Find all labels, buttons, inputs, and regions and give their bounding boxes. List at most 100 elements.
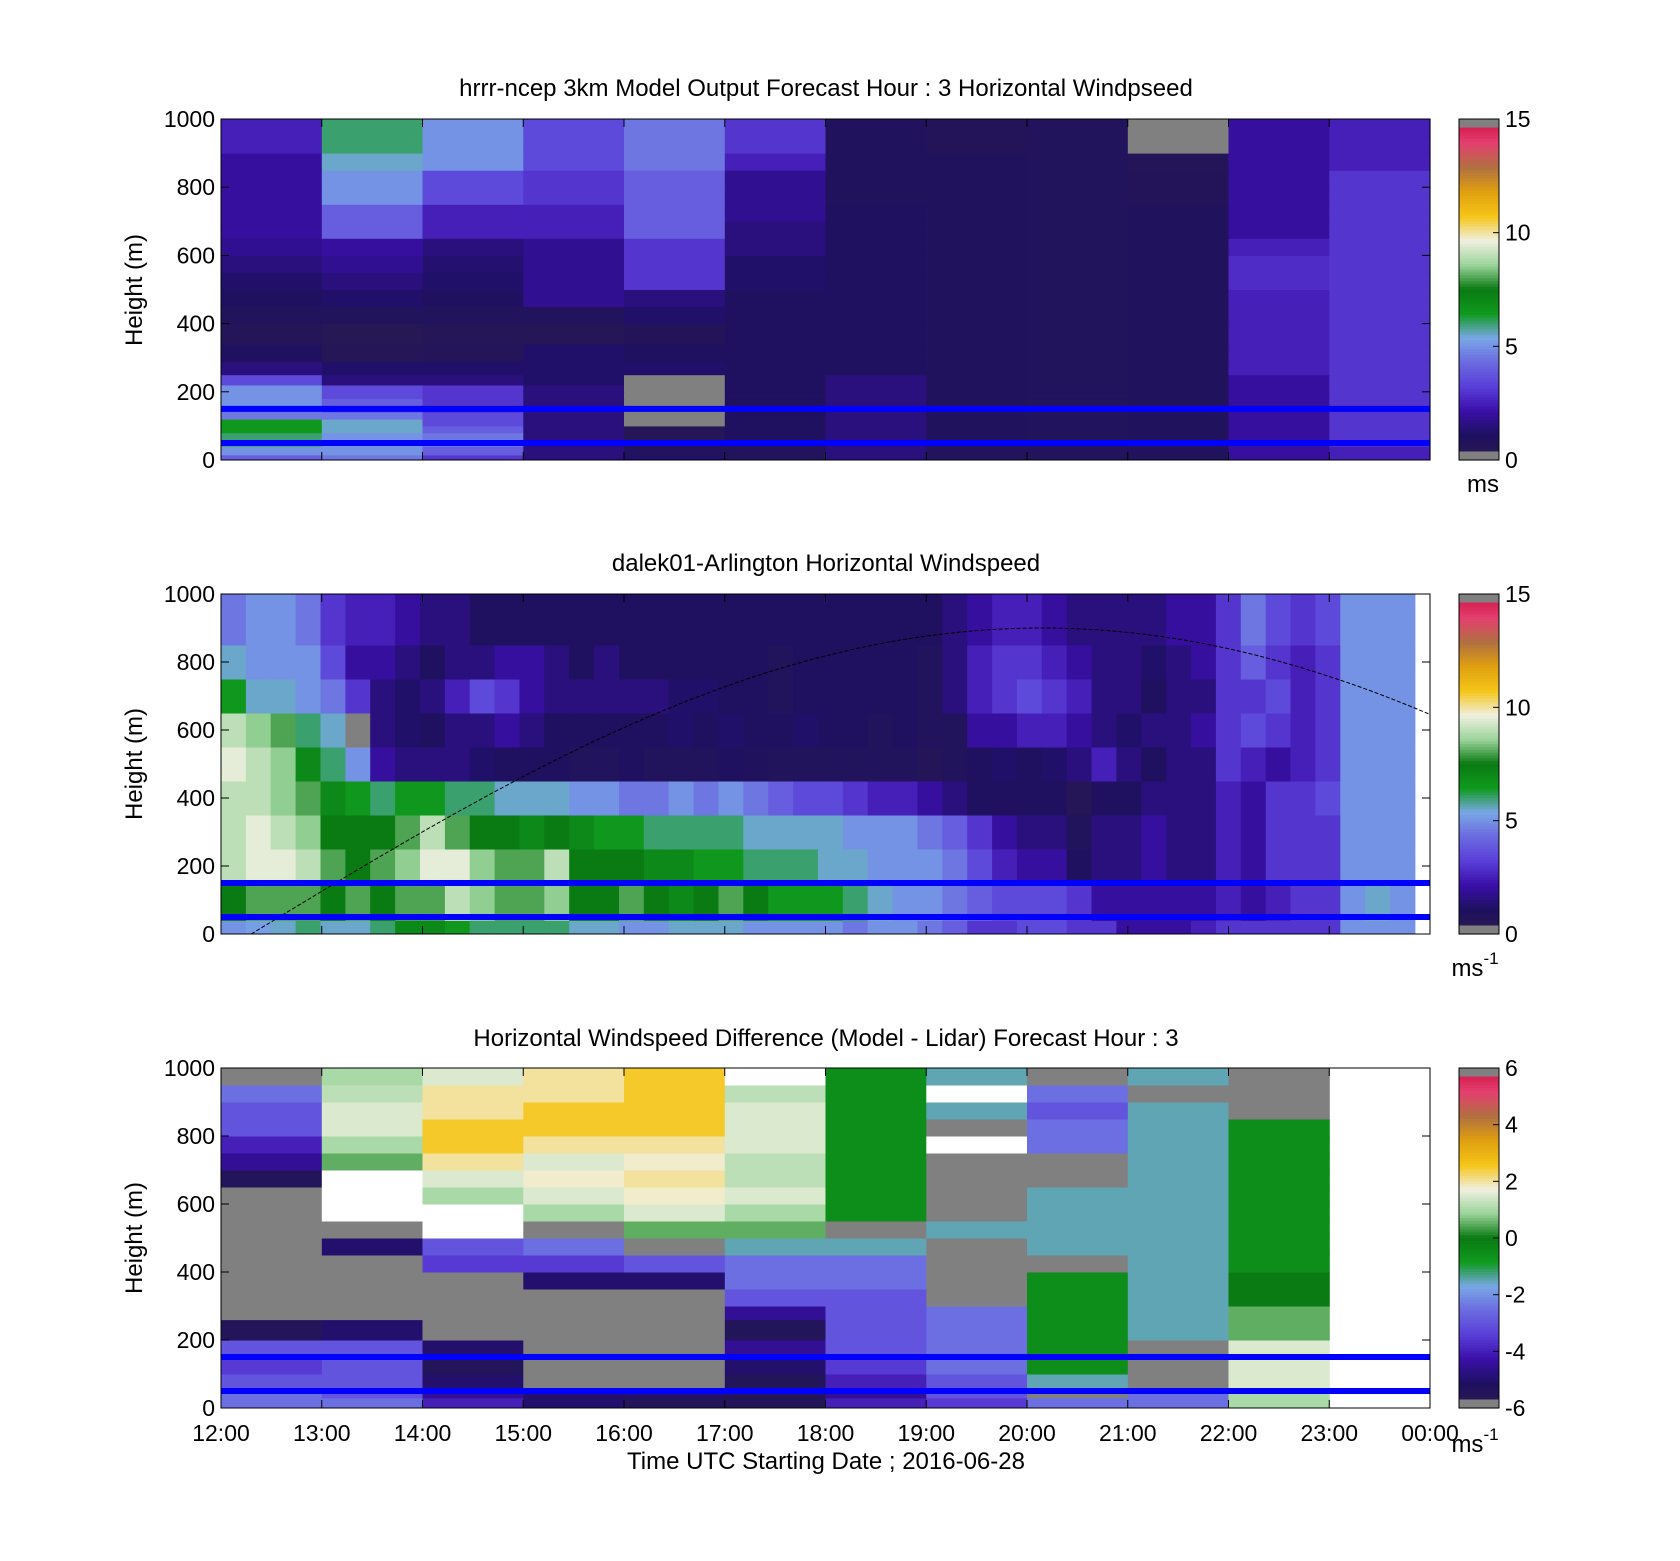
heatmap-cell — [523, 221, 625, 239]
heatmap-cell — [321, 425, 424, 434]
heatmap-cell — [624, 361, 726, 376]
heatmap-cell — [1329, 272, 1431, 290]
colorbar-segment — [1459, 888, 1499, 893]
heatmap-cell — [926, 432, 1028, 440]
heatmap-cell — [624, 1374, 726, 1389]
heatmap-cell — [1228, 1340, 1330, 1358]
heatmap-cell — [668, 747, 695, 782]
heatmap-cell — [1228, 374, 1330, 386]
heatmap-cell — [724, 1319, 827, 1341]
colorbar-segment — [1459, 1167, 1499, 1171]
heatmap-cell — [345, 594, 371, 646]
heatmap-cell — [569, 679, 595, 714]
colorbar-segment — [1459, 1306, 1499, 1310]
heatmap-cell — [1315, 781, 1341, 816]
heatmap-cell — [724, 1238, 827, 1256]
heatmap-cell — [768, 747, 794, 782]
heatmap-cell — [494, 920, 520, 935]
colorbar-segment — [1459, 778, 1499, 782]
heatmap-cell — [270, 920, 297, 935]
colorbar-segment — [1459, 1079, 1499, 1083]
colorbar-segment — [1459, 1082, 1499, 1086]
colorbar-segment — [1459, 698, 1499, 703]
heatmap-cell — [1228, 1289, 1330, 1307]
heatmap-cell — [569, 815, 595, 850]
heatmap-cell — [1191, 713, 1217, 748]
heatmap-cell — [825, 204, 927, 222]
heatmap-cell — [743, 594, 769, 646]
colorbar-segment — [1459, 1311, 1499, 1316]
heatmap-cell — [523, 425, 625, 434]
colorbar-segment — [1459, 928, 1499, 932]
heatmap-cell — [1027, 119, 1129, 137]
heatmap-cell — [967, 645, 993, 680]
heatmap-cell — [817, 679, 844, 714]
heatmap-cell — [321, 412, 424, 420]
heatmap-cell — [842, 815, 869, 850]
heatmap-cell — [1390, 920, 1416, 935]
heatmap-cell — [1315, 849, 1341, 884]
colorbar-segment — [1459, 1141, 1499, 1146]
y-tick-label: 1000 — [164, 106, 215, 132]
colorbar-segment — [1459, 1266, 1499, 1270]
colorbar-segment — [1459, 1249, 1499, 1253]
colorbar-segment — [1459, 817, 1499, 822]
heatmap-cell — [1027, 1319, 1129, 1341]
heatmap-cell — [942, 594, 968, 646]
heatmap-cell — [1228, 204, 1330, 222]
heatmap-cell — [1215, 781, 1242, 816]
heatmap-cell — [624, 374, 726, 386]
heatmap-cell — [494, 849, 520, 884]
heatmap-cell — [1027, 306, 1129, 325]
heatmap-cell — [1141, 747, 1167, 782]
heatmap-cell — [1027, 187, 1129, 205]
heatmap-cell — [1141, 781, 1167, 816]
heatmap-cell — [1390, 781, 1416, 816]
heatmap-cell — [523, 238, 625, 256]
colorbar-segment — [1459, 394, 1499, 399]
heatmap-cell — [1141, 920, 1167, 935]
heatmap-cell — [724, 1085, 827, 1103]
heatmap-cell — [221, 454, 323, 461]
heatmap-cell — [422, 1068, 524, 1086]
panel3-unit-exp: -1 — [1483, 1425, 1498, 1444]
panel2-heatmap — [221, 594, 1416, 935]
heatmap-cell — [321, 1306, 424, 1321]
colorbar-segment — [1459, 315, 1499, 319]
colorbar-segment — [1459, 732, 1499, 737]
heatmap-cell — [825, 454, 927, 461]
colorbar-segment — [1459, 854, 1499, 859]
heatmap-cell — [718, 645, 744, 680]
heatmap-cell — [624, 272, 726, 290]
colorbar-segment — [1459, 1393, 1499, 1398]
heatmap-cell — [321, 238, 424, 256]
heatmap-cell — [494, 679, 520, 714]
heatmap-cell — [842, 713, 869, 748]
heatmap-cell — [1191, 679, 1217, 714]
colorbar-segment — [1459, 883, 1499, 887]
heatmap-cell — [523, 204, 625, 222]
heatmap-cell — [523, 119, 625, 137]
heatmap-cell — [420, 849, 446, 884]
heatmap-cell — [624, 1102, 726, 1120]
heatmap-cell — [842, 645, 869, 680]
heatmap-cell — [221, 419, 323, 427]
heatmap-cell — [892, 713, 918, 748]
colorbar-segment — [1459, 192, 1499, 197]
heatmap-cell — [1116, 713, 1142, 748]
x-tick-label: 12:00 — [192, 1420, 250, 1446]
colorbar-tick-label: 10 — [1505, 220, 1531, 246]
heatmap-cell — [422, 272, 524, 290]
heatmap-cell — [395, 713, 421, 748]
heatmap-cell — [523, 398, 625, 406]
heatmap-cell — [1166, 713, 1192, 748]
heatmap-cell — [718, 849, 744, 884]
heatmap-cell — [926, 1119, 1028, 1137]
heatmap-cell — [1041, 679, 1068, 714]
heatmap-cell — [270, 747, 297, 782]
heatmap-cell — [1340, 849, 1366, 884]
colorbar-segment — [1459, 1226, 1499, 1231]
colorbar-segment — [1459, 803, 1499, 808]
colorbar-segment — [1459, 337, 1499, 342]
heatmap-cell — [221, 221, 323, 239]
